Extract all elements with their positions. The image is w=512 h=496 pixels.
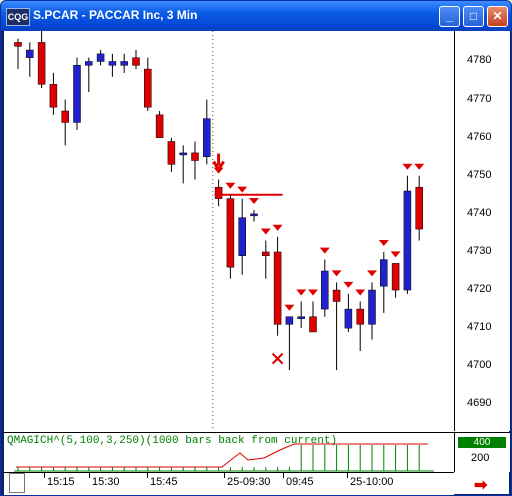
sell-marker (378, 239, 389, 246)
candle-body (179, 152, 187, 156)
price-axis-label: 4690 (467, 397, 492, 410)
candle-body (380, 259, 388, 287)
sell-marker (308, 289, 318, 296)
price-axis-label: 4730 (467, 244, 492, 257)
time-axis-tick (89, 473, 90, 478)
candle-body (273, 251, 282, 325)
candle-body (26, 49, 34, 58)
candle-body (391, 263, 400, 291)
candle-body (415, 186, 423, 230)
candle-body (155, 114, 164, 138)
time-axis-tick (44, 473, 45, 478)
candle-body (332, 289, 341, 302)
sell-marker (414, 163, 425, 170)
scroll-right-arrow-icon[interactable]: ➡ (474, 477, 488, 494)
window-title: S.PCAR - PACCAR Inc, 3 Min (33, 8, 198, 22)
time-axis-label: 15:45 (150, 476, 178, 488)
time-axis-tick (147, 473, 148, 478)
candle-body (403, 190, 412, 291)
candle-body (85, 61, 93, 66)
time-axis-label: 25-09:30 (227, 476, 271, 488)
price-axis-label: 4700 (467, 359, 492, 372)
candle-body (191, 152, 199, 161)
time-axis-label: 15:15 (47, 476, 75, 488)
candle-body (37, 42, 46, 85)
indicator-red-line (16, 443, 428, 468)
cross-marker-icon (271, 352, 284, 365)
sell-marker (343, 281, 354, 288)
sell-marker (331, 270, 342, 277)
sell-marker (249, 198, 259, 205)
price-axis-label: 4750 (467, 168, 492, 181)
time-axis-tick (283, 473, 284, 478)
candle-body (132, 57, 140, 66)
candle-body (120, 61, 128, 66)
title-bar[interactable]: CQG S.PCAR - PACCAR Inc, 3 Min _ □ ✕ (1, 1, 511, 31)
candle-body (344, 308, 353, 329)
sell-marker (237, 186, 248, 193)
price-axis-label: 4710 (467, 321, 492, 334)
sell-marker (272, 224, 283, 231)
sell-marker (319, 247, 330, 254)
indicator-axis: 400 200 (454, 432, 510, 472)
chart-client-area: 4780 4770 4760 4750 4740 4730 4720 4710 4700 4690… (4, 31, 510, 495)
candle-body (214, 186, 223, 199)
time-axis-tick (224, 473, 225, 478)
indicator-title: QMAGICH^(5,100,3,250)(1000 bars back fro… (7, 435, 338, 447)
candle-body (368, 289, 376, 325)
sell-marker (260, 228, 271, 235)
candle-body (61, 110, 69, 123)
price-axis-label: 4760 (467, 130, 492, 143)
price-axis-label: 4720 (467, 283, 492, 296)
sell-marker (402, 163, 413, 170)
price-chart[interactable] (4, 31, 454, 431)
indicator-axis-label: 200 (471, 452, 490, 464)
candle-body (226, 198, 235, 268)
candle-body (167, 141, 176, 165)
candlestick-chart[interactable] (4, 31, 454, 431)
time-axis[interactable]: 15:15 15:30 15:45 25-09:30 09:45 25-10:00 (4, 472, 454, 495)
sell-marker (284, 304, 295, 311)
time-axis-label: 25-10:00 (350, 476, 394, 488)
sell-marker (367, 270, 377, 277)
candle-body (297, 316, 305, 319)
price-axis[interactable]: 4780 4770 4760 4750 4740 4730 4720 4710 4700 4690 (454, 31, 510, 431)
time-axis-label: 15:30 (92, 476, 120, 488)
candle-body (309, 316, 317, 333)
minimize-button[interactable]: _ (439, 6, 460, 27)
time-axis-label: 09:45 (286, 476, 314, 488)
sell-marker (296, 289, 307, 296)
candle-body (262, 251, 270, 257)
candle-body (96, 53, 105, 62)
indicator-value-badge: 400 (458, 437, 506, 448)
candle-body (73, 65, 81, 123)
candle-body (14, 42, 22, 47)
sell-marker (390, 251, 401, 258)
price-axis-label: 4740 (467, 206, 492, 219)
price-axis-label: 4770 (467, 92, 492, 105)
candle-body (285, 316, 294, 325)
close-button[interactable]: ✕ (487, 6, 508, 27)
candle-body (356, 308, 364, 325)
corner-box[interactable] (9, 473, 25, 493)
cqg-app-icon[interactable]: CQG (6, 8, 30, 26)
candle-body (250, 213, 258, 217)
sell-marker (355, 289, 366, 296)
candle-body (321, 270, 329, 310)
maximize-button[interactable]: □ (463, 6, 484, 27)
candle-body (49, 84, 58, 108)
candle-body (238, 217, 246, 257)
indicator-chart (14, 443, 434, 472)
candle-body (108, 61, 117, 66)
price-axis-label: 4780 (467, 54, 492, 67)
entry-arrow-icon (212, 153, 225, 173)
indicator-panel[interactable]: QMAGICH^(5,100,3,250)(1000 bars back fro… (4, 432, 454, 472)
sell-marker (225, 182, 236, 189)
candle-body (144, 68, 152, 108)
time-axis-tick (347, 473, 348, 478)
candle-body (203, 118, 211, 157)
